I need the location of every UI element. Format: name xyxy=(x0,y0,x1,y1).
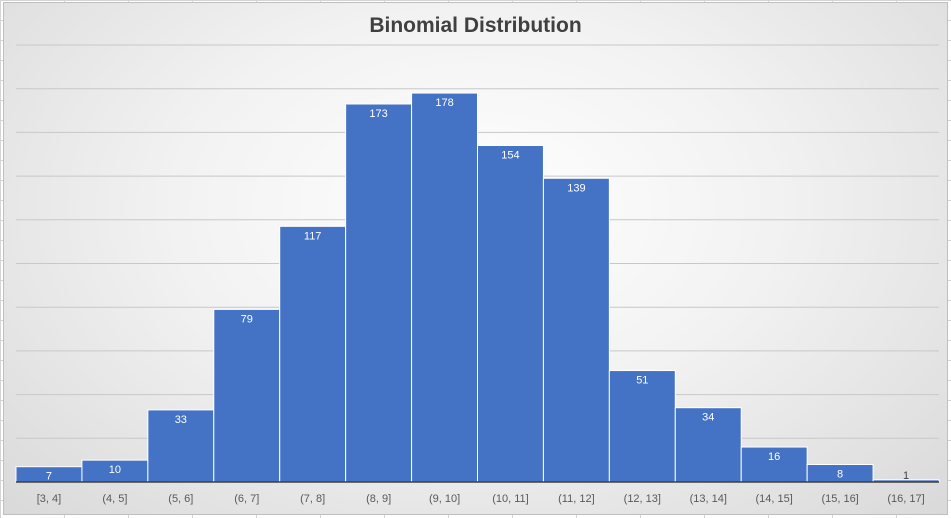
bar-value-label: 16 xyxy=(768,451,780,463)
histogram-bar[interactable] xyxy=(411,92,479,483)
histogram-bar[interactable] xyxy=(542,177,610,483)
bar-value-label: 51 xyxy=(636,375,648,387)
x-tick-label: (14, 15] xyxy=(756,493,793,505)
x-tick-label: (4, 5] xyxy=(102,493,127,505)
x-tick-label: (9, 10] xyxy=(429,493,460,505)
x-tick-label: [3, 4] xyxy=(37,493,61,505)
x-tick-label: (11, 12] xyxy=(558,493,595,505)
bar-value-label: 8 xyxy=(837,469,843,481)
x-tick-label: (6, 7] xyxy=(234,493,259,505)
chart-area[interactable]: Binomial Distribution 7 10 33 79 117 173 178 15… xyxy=(3,2,948,515)
x-tick-label: (7, 8] xyxy=(300,493,325,505)
bar-value-label: 139 xyxy=(567,182,585,194)
histogram-bar[interactable] xyxy=(345,103,413,483)
bar-value-label: 117 xyxy=(304,230,322,242)
bar-value-label: 33 xyxy=(175,414,187,426)
histogram-bar[interactable] xyxy=(279,225,347,483)
bar-value-label: 178 xyxy=(435,97,453,109)
x-tick-label: (8, 9] xyxy=(366,493,391,505)
histogram-bar[interactable] xyxy=(674,407,742,483)
histogram-bar[interactable] xyxy=(477,145,544,483)
x-tick-label: (16, 17] xyxy=(887,493,924,505)
histogram-bar[interactable] xyxy=(213,308,281,483)
histogram-plot: 7 10 33 79 117 173 178 154 139 51 34 16 8 1 [3, 4] (4,… xyxy=(15,44,940,505)
x-tick-label: (12, 13] xyxy=(624,493,661,505)
bar-value-label: 1 xyxy=(903,470,909,482)
x-tick-label: (10, 11] xyxy=(492,493,529,505)
histogram-bar[interactable] xyxy=(147,409,215,483)
x-tick-label: (13, 14] xyxy=(690,493,727,505)
bar-value-label: 79 xyxy=(241,313,253,325)
x-tick-label: (15, 16] xyxy=(821,493,858,505)
x-tick-label: (5, 6] xyxy=(168,493,193,505)
bar-value-label: 34 xyxy=(702,412,714,424)
bar-value-label: 154 xyxy=(501,150,519,162)
bar-value-label: 7 xyxy=(46,471,52,483)
chart-title: Binomial Distribution xyxy=(369,14,582,37)
bar-value-label: 173 xyxy=(369,108,387,120)
bar-value-label: 10 xyxy=(109,464,121,476)
histogram-bar[interactable] xyxy=(608,370,676,483)
